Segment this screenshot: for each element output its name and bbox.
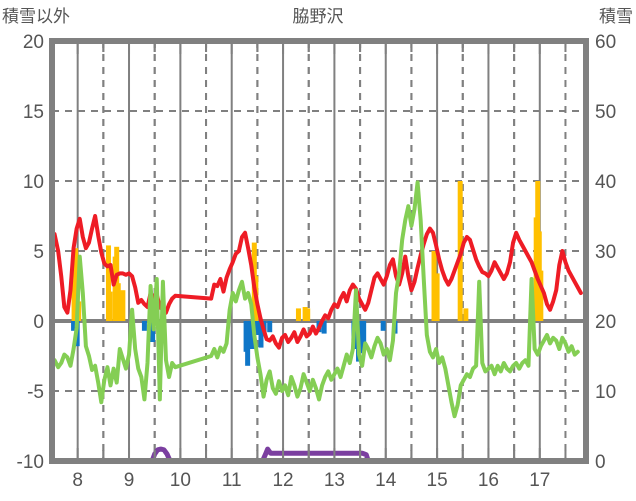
x-axis-tick-label: 16 (478, 470, 499, 491)
x-axis-tick-label: 17 (529, 470, 550, 491)
y-axis-tick-label: 15 (23, 102, 44, 123)
rain-bar (463, 308, 469, 321)
snowfall-bar (141, 321, 147, 331)
x-axis-tick-label: 15 (427, 470, 448, 491)
right-axis-caption: 積雪 (599, 7, 633, 26)
series-line (52, 214, 583, 350)
rain-bar (115, 283, 121, 321)
rain-bar (434, 273, 440, 321)
x-axis-tick-label: 11 (222, 470, 242, 491)
rain-bar (105, 245, 111, 321)
x-axis-tick-label: 9 (124, 470, 135, 491)
rain-bar (538, 270, 544, 321)
y-axis-tick-label: -10 (17, 452, 44, 473)
y2-axis-tick-label: 50 (595, 102, 616, 123)
page-title: 脇野沢 (292, 7, 344, 26)
y2-axis-tick-label: 10 (595, 382, 616, 403)
y-axis-tick-label: -5 (27, 382, 44, 403)
snowfall-bar (321, 321, 327, 334)
y2-axis-tick-label: 60 (595, 32, 616, 53)
rain-bar (120, 290, 126, 321)
x-axis-tick-label: 10 (170, 470, 191, 491)
x-axis-tick-label: 14 (375, 470, 397, 491)
plot-frame (49, 38, 589, 464)
snowfall-bar (267, 321, 273, 333)
snowfall-bar (361, 321, 367, 344)
x-axis-tick-label: 8 (72, 470, 83, 491)
snowfall-bar (254, 321, 260, 335)
y-axis-tick-label: 5 (33, 242, 44, 263)
plot-border (49, 38, 589, 464)
y2-axis-tick-label: 20 (595, 312, 616, 333)
rain-bar (295, 308, 301, 321)
y-axis-tick-label: 20 (23, 32, 44, 53)
snowfall-bar (245, 321, 251, 366)
rain-bar (302, 307, 308, 321)
rain-bar (305, 308, 311, 321)
y2-axis-tick-label: 30 (595, 242, 616, 263)
y-axis-tick-label: 10 (23, 172, 44, 193)
snowfall-bar (71, 321, 77, 331)
snowfall-bar (358, 321, 364, 354)
snowfall-bar (150, 321, 156, 342)
x-axis-tick-label: 13 (324, 470, 345, 491)
x-axis-tick-label: 12 (272, 470, 293, 491)
snowfall-bar (258, 321, 264, 348)
series-line (52, 180, 580, 419)
y2-axis-tick-label: 0 (595, 452, 606, 473)
rain-bar (107, 291, 113, 321)
left-axis-caption: 積雪以外 (2, 7, 70, 26)
y-axis-tick-label: 0 (33, 312, 44, 333)
y2-axis-tick-label: 40 (595, 172, 616, 193)
snowfall-bar (380, 321, 386, 331)
